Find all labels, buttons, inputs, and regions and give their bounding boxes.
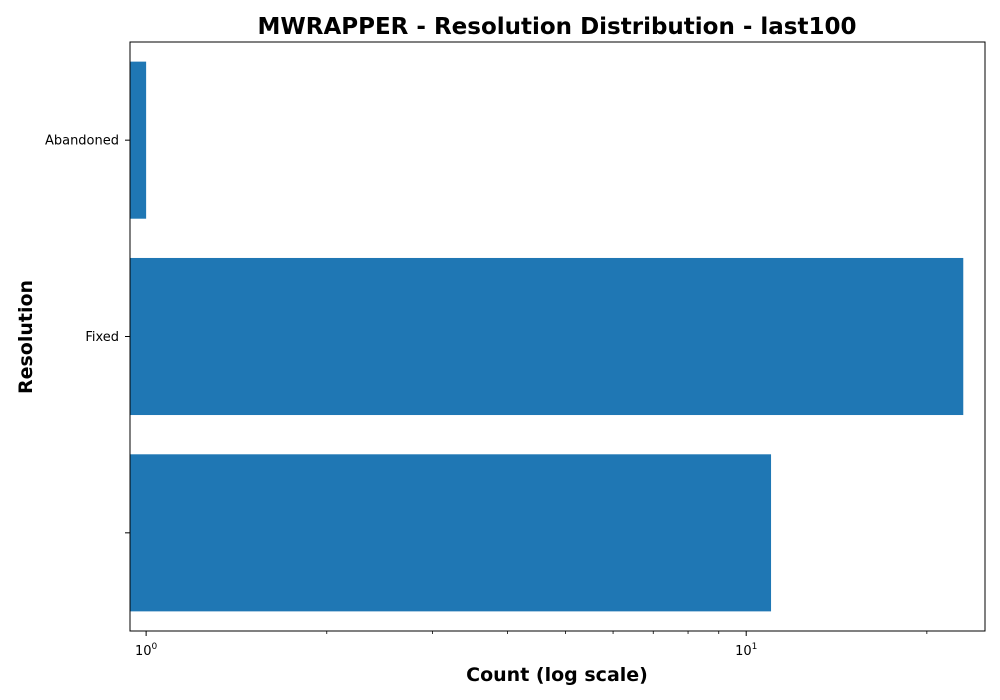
chart-title: MWRAPPER - Resolution Distribution - las… — [257, 14, 856, 40]
x-tick-label: 101 — [735, 642, 757, 659]
bar-abandoned — [130, 61, 147, 219]
y-axis-ticks: Abandoned Fixed — [45, 134, 130, 534]
y-tick-label: Abandoned — [45, 134, 119, 149]
y-axis-label: Resolution — [15, 280, 37, 394]
x-tick-label: 100 — [135, 642, 158, 659]
x-axis-label: Count (log scale) — [466, 664, 648, 686]
x-axis-ticks: 100 101 — [135, 631, 928, 659]
bars-group — [130, 61, 964, 612]
y-tick-label: Fixed — [85, 330, 119, 345]
bar-unlabeled — [130, 454, 772, 612]
bar-fixed — [130, 257, 964, 416]
